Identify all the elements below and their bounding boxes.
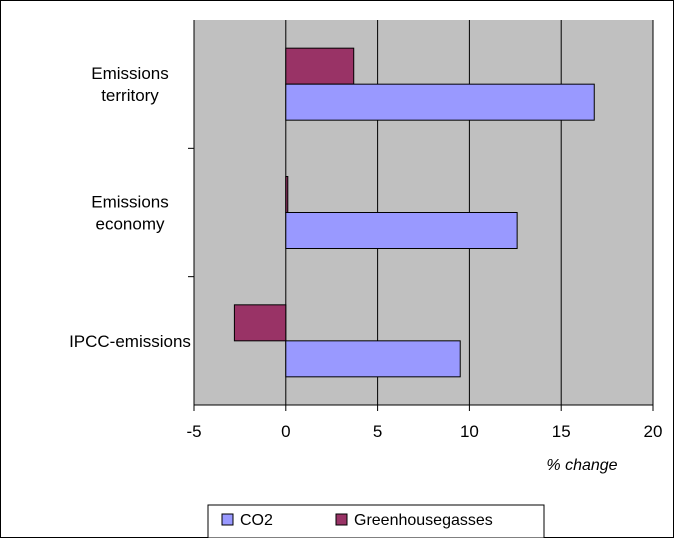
- legend-swatch-co2: [221, 513, 234, 526]
- legend-label-greenhousegasses: Greenhousegasses: [354, 512, 493, 529]
- legend-box: [207, 504, 545, 538]
- category-label: Emissions economy: [91, 193, 168, 234]
- tick-labels: -5 0 5 10 15 20: [186, 422, 662, 441]
- bar-greenhousegasses: [233, 304, 287, 342]
- legend-swatch-greenhousegasses: [335, 513, 348, 526]
- x-tick-label: 10: [460, 422, 479, 441]
- category-label: Emissions territory: [91, 64, 168, 105]
- x-tick-label: 20: [644, 422, 663, 441]
- bar-co2: [285, 340, 461, 378]
- bar-greenhousegasses: [285, 47, 355, 85]
- bar-greenhousegasses: [285, 176, 289, 213]
- category-label: IPCC-emissions: [69, 332, 191, 351]
- legend-label-co2: CO2: [240, 512, 273, 529]
- x-axis-title: % change: [546, 457, 617, 474]
- x-tick-label: 0: [281, 422, 290, 441]
- bar-co2: [285, 83, 595, 121]
- bar-co2: [285, 212, 518, 249]
- x-tick-label: 5: [373, 422, 382, 441]
- category-labels: Emissions territory Emissions economy IPCC-e…: [69, 64, 191, 351]
- x-tick-label: -5: [186, 422, 201, 441]
- axes: [188, 20, 654, 411]
- legend: CO2 Greenhousegasses: [207, 504, 545, 538]
- x-tick-label: 15: [552, 422, 571, 441]
- bars: [233, 47, 595, 378]
